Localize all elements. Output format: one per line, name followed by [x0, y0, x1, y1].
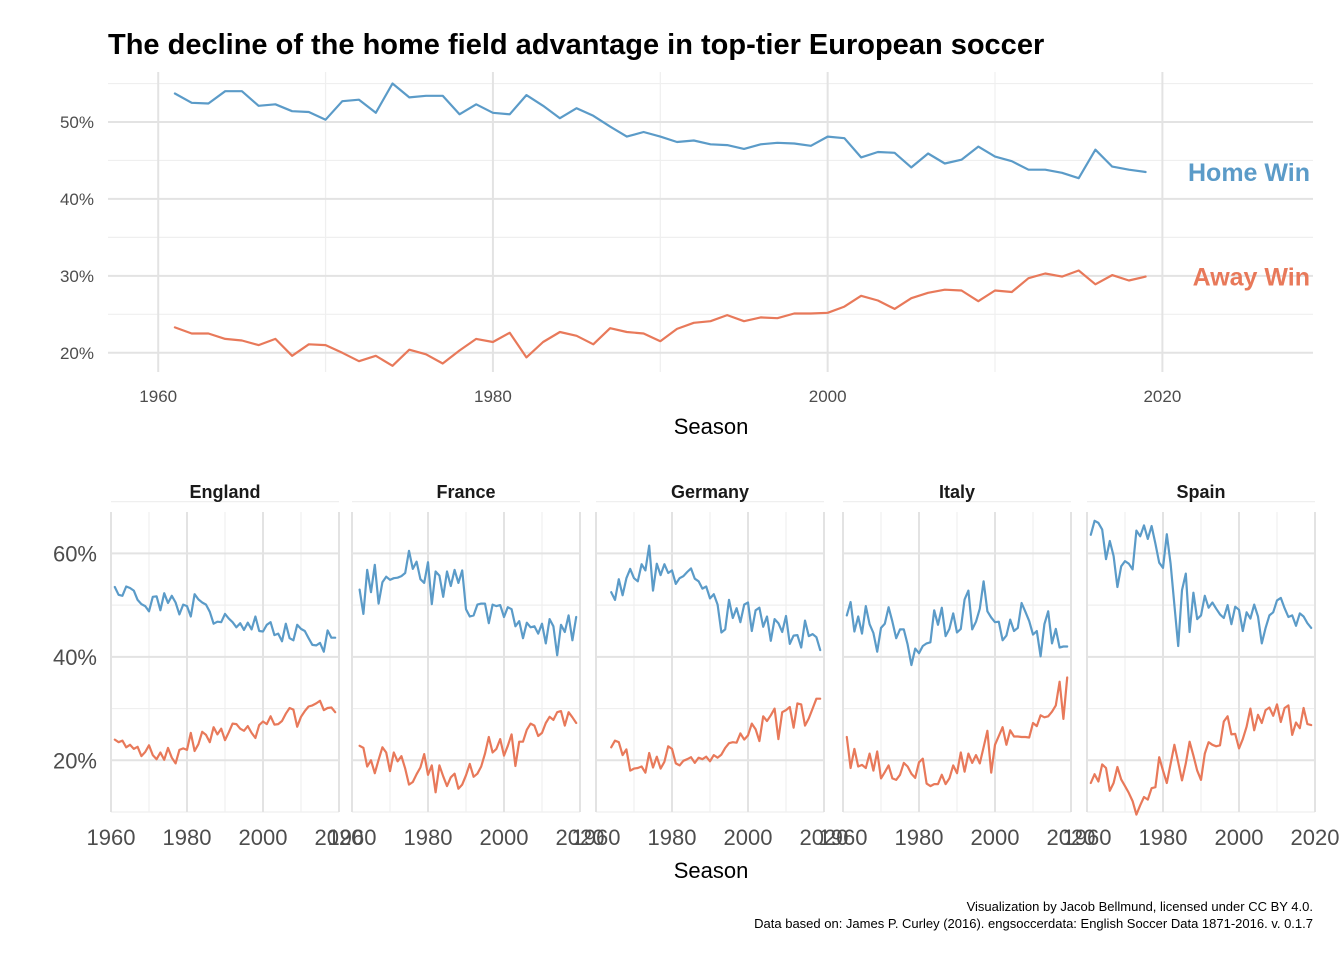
facet-x-tick-label: 2020 — [800, 825, 849, 850]
overall-trend-panel: 1960 1980 2000 2020 20% 30% 40% 50% Home Win Away… — [60, 72, 1313, 406]
top-x-tick-label: 2000 — [809, 387, 847, 406]
spain-home-win-line — [1089, 519, 1313, 648]
facet-strip-label: England — [190, 482, 261, 502]
facet-strip-label: Spain — [1176, 482, 1225, 502]
country-facets: 1960 1980 2000 2020 20% 40% 60% England 1960 1980… — [53, 482, 1340, 850]
france-away-win-line — [358, 710, 578, 794]
italy-home-win-line — [845, 580, 1069, 667]
top-y-tick-label: 20% — [60, 344, 94, 363]
caption-credit: Visualization by Jacob Bellmund, license… — [967, 899, 1313, 914]
facet-x-tick-label: 1980 — [648, 825, 697, 850]
facet-x-tick-label: 2000 — [724, 825, 773, 850]
top-home-win-line — [173, 82, 1147, 180]
top-away-win-line — [173, 269, 1147, 367]
germany-away-win-line — [610, 697, 822, 774]
facet-y-tick-label: 60% — [53, 541, 97, 566]
top-away-win-label: Away Win — [1193, 264, 1310, 292]
facet-france: 1960 1980 2000 2020 France — [328, 482, 605, 850]
france-home-win-line — [358, 549, 578, 657]
facet-x-tick-label: 2000 — [1215, 825, 1264, 850]
facet-x-tick-label: 2000 — [239, 825, 288, 850]
facet-x-tick-label: 1960 — [1063, 825, 1112, 850]
facet-x-tick-label: 1960 — [87, 825, 136, 850]
facet-x-tick-label: 1980 — [163, 825, 212, 850]
facet-england: 1960 1980 2000 2020 20% 40% 60% England — [53, 482, 364, 850]
top-y-tick-label: 40% — [60, 190, 94, 209]
spain-away-win-line — [1089, 703, 1313, 816]
facet-x-tick-label: 1980 — [1139, 825, 1188, 850]
facet-spain: 1960 1980 2000 2020 Spain — [1063, 482, 1340, 850]
top-y-tick-label: 30% — [60, 267, 94, 286]
facet-x-tick-label: 2020 — [315, 825, 364, 850]
facet-x-tick-label: 1960 — [819, 825, 868, 850]
top-x-tick-label: 1980 — [474, 387, 512, 406]
facet-strip-label: France — [436, 482, 495, 502]
facet-x-tick-label: 1960 — [328, 825, 377, 850]
facet-x-tick-label: 1960 — [572, 825, 621, 850]
england-home-win-line — [113, 585, 337, 653]
chart-title: The decline of the home field advantage … — [108, 29, 1044, 61]
italy-away-win-line — [845, 676, 1069, 788]
top-x-tick-label: 2020 — [1143, 387, 1181, 406]
top-y-tick-label: 50% — [60, 113, 94, 132]
facet-x-tick-label: 2020 — [1047, 825, 1096, 850]
facet-germany: 1960 1980 2000 2020 Germany — [572, 482, 849, 850]
facet-x-tick-label: 2020 — [556, 825, 605, 850]
top-x-tick-label: 1960 — [139, 387, 177, 406]
facet-y-tick-label: 20% — [53, 748, 97, 773]
facet-strip-label: Germany — [671, 482, 749, 502]
bottom-x-axis-title: Season — [674, 858, 749, 883]
facet-y-tick-label: 40% — [53, 645, 97, 670]
facet-italy: 1960 1980 2000 2020 Italy — [819, 482, 1096, 850]
caption-source: Data based on: James P. Curley (2016). e… — [754, 916, 1313, 931]
germany-home-win-line — [610, 544, 822, 652]
facet-x-tick-label: 1980 — [404, 825, 453, 850]
facet-x-tick-label: 1980 — [895, 825, 944, 850]
england-away-win-line — [113, 699, 337, 765]
top-x-axis-title: Season — [674, 414, 749, 439]
top-home-win-label: Home Win — [1188, 159, 1310, 187]
facet-x-tick-label: 2020 — [1291, 825, 1340, 850]
facet-strip-label: Italy — [939, 482, 975, 502]
facet-x-tick-label: 2000 — [480, 825, 529, 850]
facet-x-tick-label: 2000 — [971, 825, 1020, 850]
